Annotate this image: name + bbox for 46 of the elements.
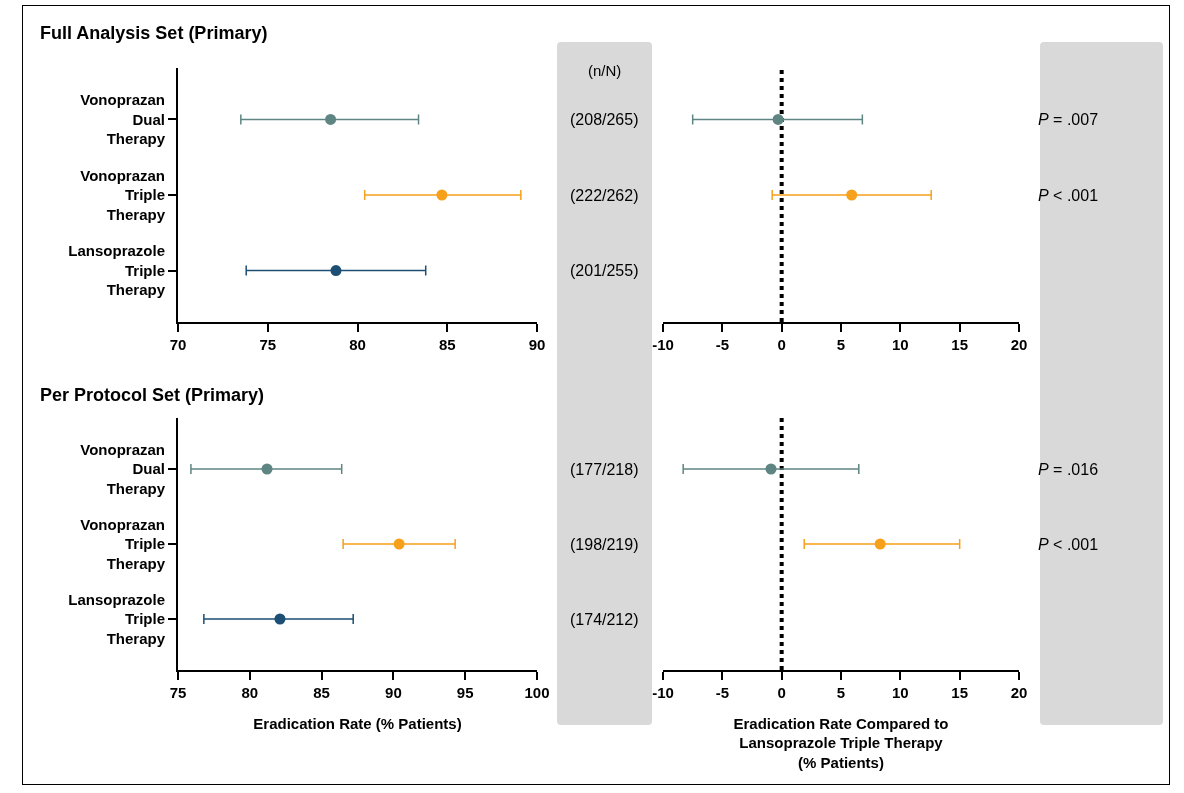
x-tick-label: 5	[836, 336, 846, 353]
x-tick-label: 70	[169, 336, 187, 353]
text: (208/265)	[570, 111, 639, 128]
y-tick-label: Lansoprazole Triple Therapy	[68, 242, 166, 299]
chart-title: Full Analysis Set (Primary)	[40, 23, 268, 44]
text: P < .001	[1038, 536, 1099, 553]
text: (198/219)	[570, 536, 639, 553]
x-axis-title: Eradication Rate (% Patients)	[253, 714, 462, 732]
x-axis-title: Eradication Rate Compared to Lansoprazole Triple Therapy (% Patients)	[733, 714, 949, 771]
x-tick-label: -10	[652, 336, 674, 353]
y-tick-label: Vonoprazan Triple Therapy	[80, 166, 166, 223]
text: P = .016	[1038, 461, 1099, 478]
x-tick-label: 90	[528, 336, 546, 353]
x-tick-label: -5	[715, 684, 729, 701]
text: P < .001	[1038, 187, 1099, 204]
x-tick-label: 10	[891, 684, 909, 701]
x-tick-label: 0	[777, 336, 786, 353]
x-tick-label: 80	[241, 684, 259, 701]
x-tick-label: 20	[1010, 336, 1028, 353]
x-tick-label: 15	[951, 336, 969, 353]
x-tick-label: 85	[313, 684, 330, 701]
x-tick-label: 90	[385, 684, 402, 701]
x-tick-label: 20	[1010, 684, 1028, 701]
x-tick-label: 85	[438, 336, 456, 353]
x-tick-label: 100	[524, 684, 550, 701]
x-tick-label: 0	[777, 684, 786, 701]
x-tick-label: 5	[836, 684, 846, 701]
text: (174/212)	[570, 611, 639, 628]
x-tick-label: 10	[891, 336, 909, 353]
y-tick-label: Vonoprazan Dual Therapy	[80, 440, 166, 497]
text: (201/255)	[570, 262, 639, 279]
x-tick-label: 80	[349, 336, 366, 353]
text: P = .007	[1038, 111, 1099, 128]
x-tick-label: 75	[169, 684, 187, 701]
text: (n/N)	[588, 62, 622, 79]
x-tick-label: -10	[652, 684, 674, 701]
text: (177/218)	[570, 461, 639, 478]
chart-title: Per Protocol Set (Primary)	[40, 385, 265, 406]
x-tick-label: 15	[951, 684, 969, 701]
y-tick-label: Vonoprazan Dual Therapy	[80, 91, 166, 148]
y-tick-label: Vonoprazan Triple Therapy	[80, 515, 166, 572]
y-tick-label: Lansoprazole Triple Therapy	[68, 590, 166, 647]
x-tick-label: -5	[715, 336, 729, 353]
x-tick-label: 75	[259, 336, 277, 353]
text: (222/262)	[570, 187, 639, 204]
x-tick-label: 95	[456, 684, 474, 701]
